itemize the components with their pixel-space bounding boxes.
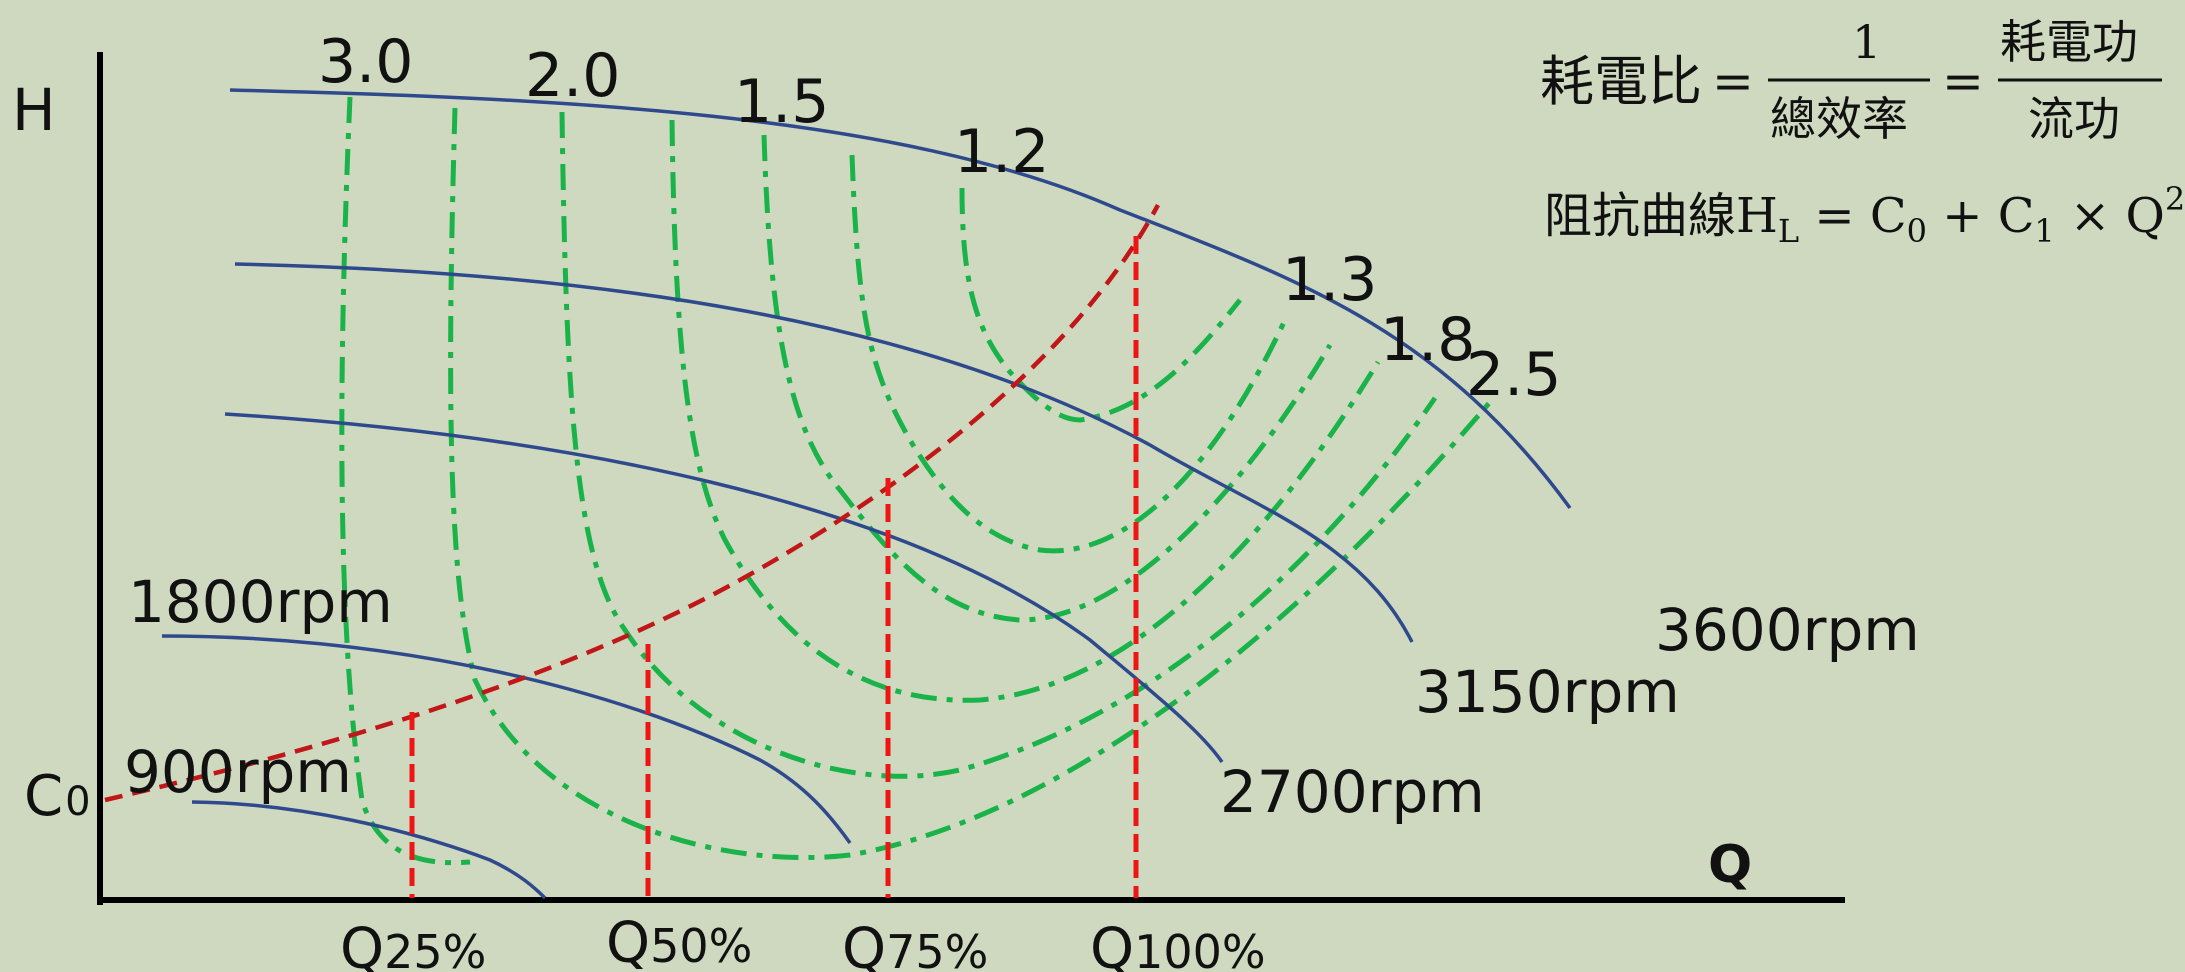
power-ratio-label: 耗電比 (1540, 50, 1702, 113)
system-resistance-curve (104, 203, 1160, 803)
ratio-label-1-8: 1.8 (1380, 305, 1475, 375)
eq-c1-sub: 1 (2034, 212, 2054, 250)
efficiency-curve-1-3-lower (669, 119, 1381, 703)
frac2-numerator: 耗電功 (2000, 15, 2138, 69)
ratio-label-2-0: 2.0 (525, 41, 620, 111)
eq-c0: = C (1799, 188, 1906, 244)
flow-q50-letter: Q (606, 911, 650, 972)
rpm-label-2700: 2700rpm (1220, 758, 1485, 826)
flow-markers (409, 236, 1139, 898)
rpm-label-1800: 1800rpm (128, 568, 393, 636)
flow-q75-sub: 75% (886, 925, 988, 972)
eq-h-sub: L (1778, 212, 1799, 250)
frac1-numerator: 1 (1852, 15, 1881, 69)
efficiency-curve-1-8 (559, 111, 1438, 779)
y-axis-label: H (12, 76, 56, 144)
efficiency-curve-2-5 (448, 107, 1492, 860)
ratio-label-1-2: 1.2 (954, 117, 1049, 187)
eq-c1: + C (1927, 188, 2034, 244)
flow-label-q75: Q75% (842, 917, 988, 972)
eq-prefix: 阻抗曲線H (1544, 188, 1778, 244)
flow-q100-letter: Q (1090, 917, 1134, 972)
equals-1: = (1712, 52, 1754, 110)
c0-label: C0 (24, 764, 91, 829)
rpm-label-3150: 3150rpm (1415, 658, 1680, 726)
speed-curve-900 (191, 800, 547, 900)
flow-label-q50: Q50% (606, 911, 752, 972)
frac1-denominator: 總效率 (1770, 92, 1908, 146)
efficiency-curves (339, 96, 1492, 866)
x-axis-label: Q (1708, 835, 1752, 895)
rpm-label-3600: 3600rpm (1655, 596, 1920, 664)
flow-q50-sub: 50% (650, 919, 752, 972)
efficiency-curve-3-0 (339, 96, 471, 866)
flow-q25-sub: 25% (384, 925, 486, 972)
formula-block: 耗電比 = 1 總效率 = 耗電功 流功 阻抗曲線HL = C0 + C1 × … (1540, 15, 2185, 250)
ratio-label-1-3: 1.3 (1282, 245, 1377, 315)
flow-q25-letter: Q (340, 917, 384, 972)
flow-q75-letter: Q (842, 917, 886, 972)
c0-letter: C (24, 764, 63, 829)
system-curve-equation: 阻抗曲線HL = C0 + C1 × Q2 (1544, 180, 2185, 250)
eq-q-sup: 2 (2165, 180, 2185, 218)
efficiency-curve-1-2 (959, 187, 1242, 423)
ratio-label-3-0: 3.0 (318, 27, 413, 97)
speed-curve-3150 (234, 262, 1414, 643)
speed-curve-1800 (161, 634, 852, 845)
efficiency-curve-1-5 (761, 134, 1333, 623)
speed-curves (161, 88, 1572, 900)
flow-label-q100: Q100% (1090, 917, 1266, 972)
speed-curve-2700 (224, 412, 1224, 763)
rpm-label-900: 900rpm (124, 738, 352, 806)
ratio-label-2-5: 2.5 (1466, 340, 1561, 410)
efficiency-curve-1-3 (849, 154, 1288, 554)
eq-c0-sub: 0 (1907, 212, 1927, 250)
ratio-label-1-5: 1.5 (734, 67, 829, 137)
flow-q100-sub: 100% (1134, 925, 1266, 972)
speed-curve-3600 (229, 88, 1572, 510)
equals-2: = (1942, 52, 1984, 110)
frac2-denominator: 流功 (2028, 92, 2120, 146)
eq-q: × Q (2055, 188, 2165, 244)
c0-sub: 0 (65, 779, 90, 825)
flow-label-q25: Q25% (340, 917, 486, 972)
